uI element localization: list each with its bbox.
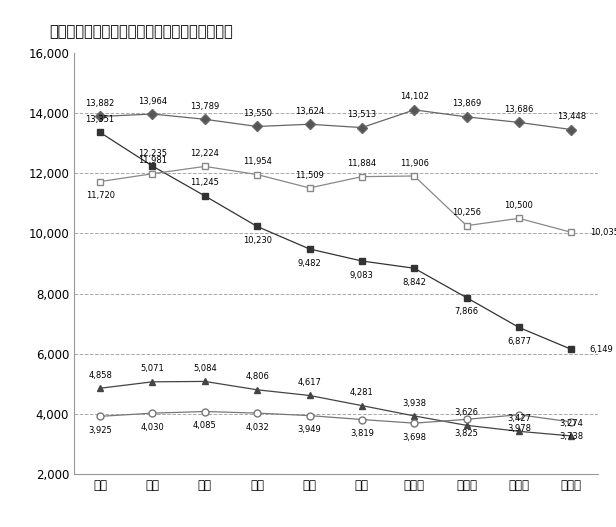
Text: 13,964: 13,964 <box>138 96 167 105</box>
Text: 13,789: 13,789 <box>190 102 219 111</box>
Text: 4,032: 4,032 <box>245 423 269 432</box>
Text: 13,550: 13,550 <box>243 109 272 118</box>
Text: 5,084: 5,084 <box>193 364 217 373</box>
Text: 10,230: 10,230 <box>243 236 272 245</box>
Text: 3,938: 3,938 <box>402 398 426 407</box>
Text: 13,624: 13,624 <box>295 107 324 116</box>
Text: 10,035: 10,035 <box>590 228 616 237</box>
Text: 3,698: 3,698 <box>402 433 426 442</box>
Text: 3,738: 3,738 <box>559 432 583 441</box>
Text: 8,842: 8,842 <box>402 278 426 287</box>
Text: 6,877: 6,877 <box>507 337 531 346</box>
Text: 4,085: 4,085 <box>193 421 217 430</box>
Text: 3,925: 3,925 <box>88 426 112 435</box>
Text: 3,825: 3,825 <box>455 429 479 438</box>
Text: 4,281: 4,281 <box>350 388 374 397</box>
Text: 10,500: 10,500 <box>505 201 533 210</box>
Text: 12,235: 12,235 <box>138 149 167 158</box>
Text: 9,083: 9,083 <box>350 271 374 280</box>
Text: 3,819: 3,819 <box>350 429 374 438</box>
Text: 4,030: 4,030 <box>140 423 164 432</box>
Text: 14,102: 14,102 <box>400 92 429 101</box>
Text: 6,149: 6,149 <box>590 345 614 354</box>
Text: 13,686: 13,686 <box>505 105 533 114</box>
Text: 13,513: 13,513 <box>347 110 376 119</box>
Text: 11,954: 11,954 <box>243 157 272 166</box>
Text: 11,509: 11,509 <box>295 171 324 180</box>
Text: 3,274: 3,274 <box>559 418 583 427</box>
Text: 3,427: 3,427 <box>507 414 531 423</box>
Text: 12,224: 12,224 <box>190 149 219 158</box>
Text: 9,482: 9,482 <box>298 259 322 268</box>
Text: 3,626: 3,626 <box>455 408 479 417</box>
Text: 7,866: 7,866 <box>455 307 479 316</box>
Text: 11,906: 11,906 <box>400 159 429 168</box>
Text: 13,882: 13,882 <box>86 99 115 108</box>
Text: 5,071: 5,071 <box>140 364 164 374</box>
Text: 図８　主な産業中分類の年次別従業者数（人）: 図８ 主な産業中分類の年次別従業者数（人） <box>49 24 233 38</box>
Text: 4,858: 4,858 <box>88 371 112 380</box>
Text: 11,884: 11,884 <box>347 159 376 168</box>
Text: 10,256: 10,256 <box>452 208 481 217</box>
Text: 4,806: 4,806 <box>245 373 269 382</box>
Text: 3,978: 3,978 <box>507 424 531 433</box>
Text: 11,720: 11,720 <box>86 191 115 200</box>
Text: 11,245: 11,245 <box>190 179 219 188</box>
Text: 13,448: 13,448 <box>557 112 586 121</box>
Text: 3,949: 3,949 <box>298 425 322 434</box>
Text: 13,869: 13,869 <box>452 100 481 109</box>
Text: 4,617: 4,617 <box>298 378 322 387</box>
Text: 11,981: 11,981 <box>138 157 167 165</box>
Text: 13,351: 13,351 <box>86 115 115 124</box>
